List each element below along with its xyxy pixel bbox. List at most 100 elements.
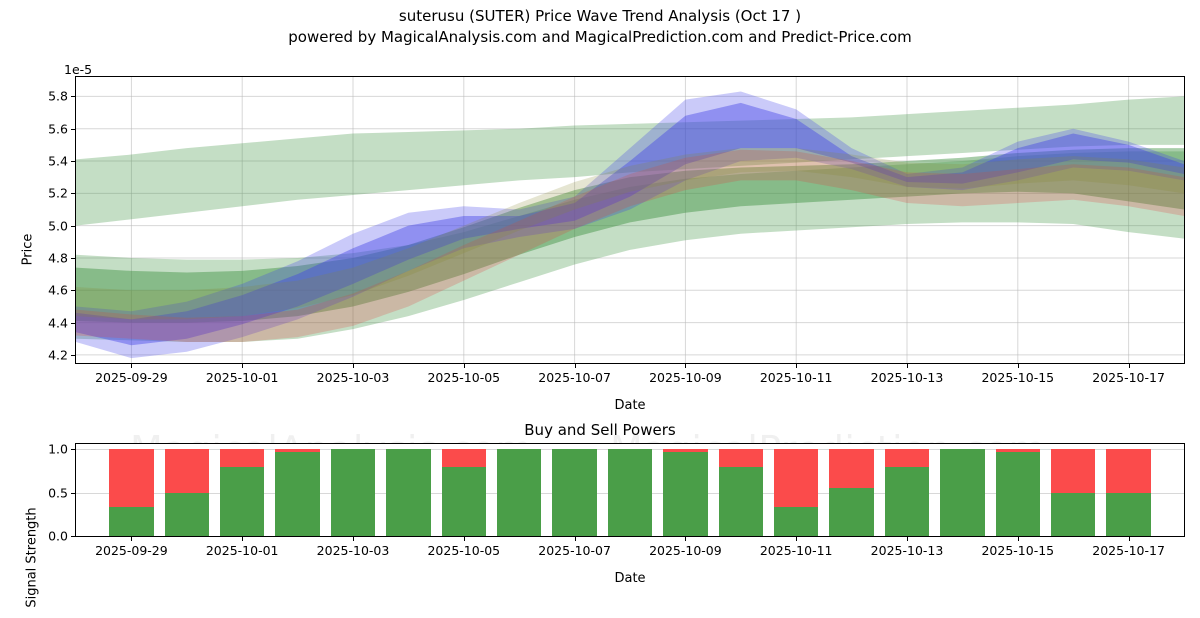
price-ytick-mark	[71, 290, 75, 292]
buy-sell-xtick-mark	[1017, 537, 1019, 541]
price-xtick-mark	[685, 364, 687, 368]
buy-power-segment	[718, 467, 763, 536]
buy-sell-xtick-label: 2025-10-13	[870, 543, 944, 558]
price-xtick-mark	[1128, 364, 1130, 368]
buy-sell-bar[interactable]	[1106, 444, 1151, 536]
buy-power-segment	[607, 449, 653, 536]
figure-title: suterusu (SUTER) Price Wave Trend Analys…	[398, 7, 802, 25]
buy-sell-bar[interactable]	[164, 444, 209, 536]
price-ytick-label: 5.4	[48, 153, 68, 169]
price-ytick-label: 4.6	[48, 282, 68, 298]
buy-sell-bar[interactable]	[220, 444, 265, 536]
sell-power-segment	[829, 449, 874, 489]
buy-power-segment	[109, 506, 154, 536]
sell-power-segment	[718, 449, 763, 468]
sell-power-segment	[441, 449, 486, 468]
buy-sell-xtick-mark	[353, 537, 354, 541]
price-xtick-mark	[131, 364, 133, 368]
buy-sell-bar[interactable]	[275, 444, 320, 536]
buy-power-segment	[663, 451, 708, 536]
buy-sell-ytick-mark	[71, 449, 75, 451]
buy-power-segment	[552, 449, 597, 536]
price-xtick-mark	[1017, 364, 1019, 368]
sell-power-segment	[109, 449, 154, 507]
buy-sell-bar[interactable]	[330, 444, 376, 536]
buy-sell-bar[interactable]	[774, 444, 819, 536]
figure-canvas: MagicalAnalysis.comMagicalPrediction.com…	[0, 6, 1200, 608]
sell-power-segment	[1106, 449, 1151, 493]
buy-sell-xtick-mark	[463, 537, 465, 541]
price-ytick-mark	[71, 322, 75, 324]
figure-title-block: suterusu (SUTER) Price Wave Trend Analys…	[0, 6, 1200, 48]
price-xtick-label: 2025-10-01	[205, 370, 279, 385]
sell-power-segment	[774, 449, 819, 507]
buy-sell-bar[interactable]	[441, 444, 486, 536]
buy-power-segment	[940, 449, 985, 536]
price-ytick-label: 5.8	[48, 88, 68, 104]
buy-sell-bar[interactable]	[607, 444, 653, 536]
buy-power-segment	[995, 451, 1040, 536]
price-band-blue-band-inner	[76, 102, 1184, 346]
buy-power-segment	[386, 449, 431, 536]
buy-sell-bar[interactable]	[552, 444, 597, 536]
buy-sell-title: Buy and Sell Powers	[524, 421, 676, 439]
buy-power-segment	[1106, 492, 1151, 536]
buy-sell-xaxis-label: Date	[614, 571, 646, 586]
price-ytick-mark	[71, 354, 75, 356]
price-ytick-label: 5.2	[48, 185, 68, 201]
price-xtick-label: 2025-10-07	[538, 370, 611, 385]
sell-power-segment	[663, 449, 708, 452]
price-axis-offset-text: 1e-5	[64, 62, 93, 77]
buy-power-segment	[330, 449, 376, 536]
buy-power-segment	[164, 492, 209, 536]
sell-power-segment	[1051, 449, 1096, 493]
price-wave-plot	[75, 76, 1185, 364]
price-xtick-label: 2025-10-15	[981, 370, 1055, 385]
buy-sell-bar[interactable]	[940, 444, 985, 536]
price-band-olive-band	[76, 148, 1184, 320]
buy-sell-bar[interactable]	[663, 444, 708, 536]
buy-sell-bar[interactable]	[497, 444, 542, 536]
price-xtick-mark	[574, 364, 576, 368]
buy-sell-bar[interactable]	[829, 444, 874, 536]
buy-sell-xtick-label: 2025-10-17	[1092, 543, 1165, 558]
price-band-mid-green-band-core	[76, 148, 1184, 323]
price-ytick-label: 4.4	[48, 315, 68, 331]
buy-sell-xtick-mark	[242, 537, 244, 541]
buy-sell-xtick-label: 2025-10-01	[205, 543, 279, 558]
buy-sell-xtick-label: 2025-10-03	[316, 543, 390, 558]
price-ytick-mark	[71, 193, 75, 195]
buy-power-segment	[441, 467, 486, 536]
buy-sell-xtick-mark	[685, 537, 687, 541]
price-ytick-label: 4.8	[48, 250, 68, 266]
price-xtick-label: 2025-10-03	[316, 370, 390, 385]
price-xtick-mark	[463, 364, 465, 368]
price-ytick-mark	[71, 225, 75, 227]
buy-sell-bar[interactable]	[1051, 444, 1096, 536]
buy-power-segment	[774, 506, 819, 536]
price-ytick-label: 4.2	[48, 347, 68, 363]
buy-sell-bar[interactable]	[995, 444, 1040, 536]
buy-sell-xtick-mark	[796, 537, 798, 541]
buy-sell-bar[interactable]	[718, 444, 763, 536]
buy-sell-bar[interactable]	[386, 444, 431, 536]
sell-power-segment	[275, 449, 320, 452]
buy-sell-xtick-label: 2025-10-05	[427, 543, 501, 558]
buy-sell-xtick-mark	[907, 537, 908, 541]
buy-sell-ytick-mark	[71, 536, 75, 537]
buy-sell-plot	[75, 443, 1185, 537]
buy-sell-bar[interactable]	[109, 444, 154, 536]
price-wave-bands-svg	[76, 77, 1184, 363]
buy-sell-bar[interactable]	[884, 444, 930, 536]
sell-power-segment	[164, 449, 209, 493]
price-band-mid-green-band-wide	[76, 151, 1184, 342]
price-xtick-label: 2025-09-29	[95, 370, 168, 385]
buy-power-segment	[1051, 492, 1096, 536]
buy-power-segment	[220, 467, 265, 536]
buy-sell-ytick-label: 1.0	[48, 441, 68, 457]
buy-power-segment	[884, 467, 930, 536]
buy-sell-ytick-mark	[71, 492, 75, 494]
buy-sell-xtick-label: 2025-09-29	[95, 543, 168, 558]
buy-sell-xtick-mark	[131, 537, 133, 541]
price-ytick-mark	[71, 161, 75, 163]
